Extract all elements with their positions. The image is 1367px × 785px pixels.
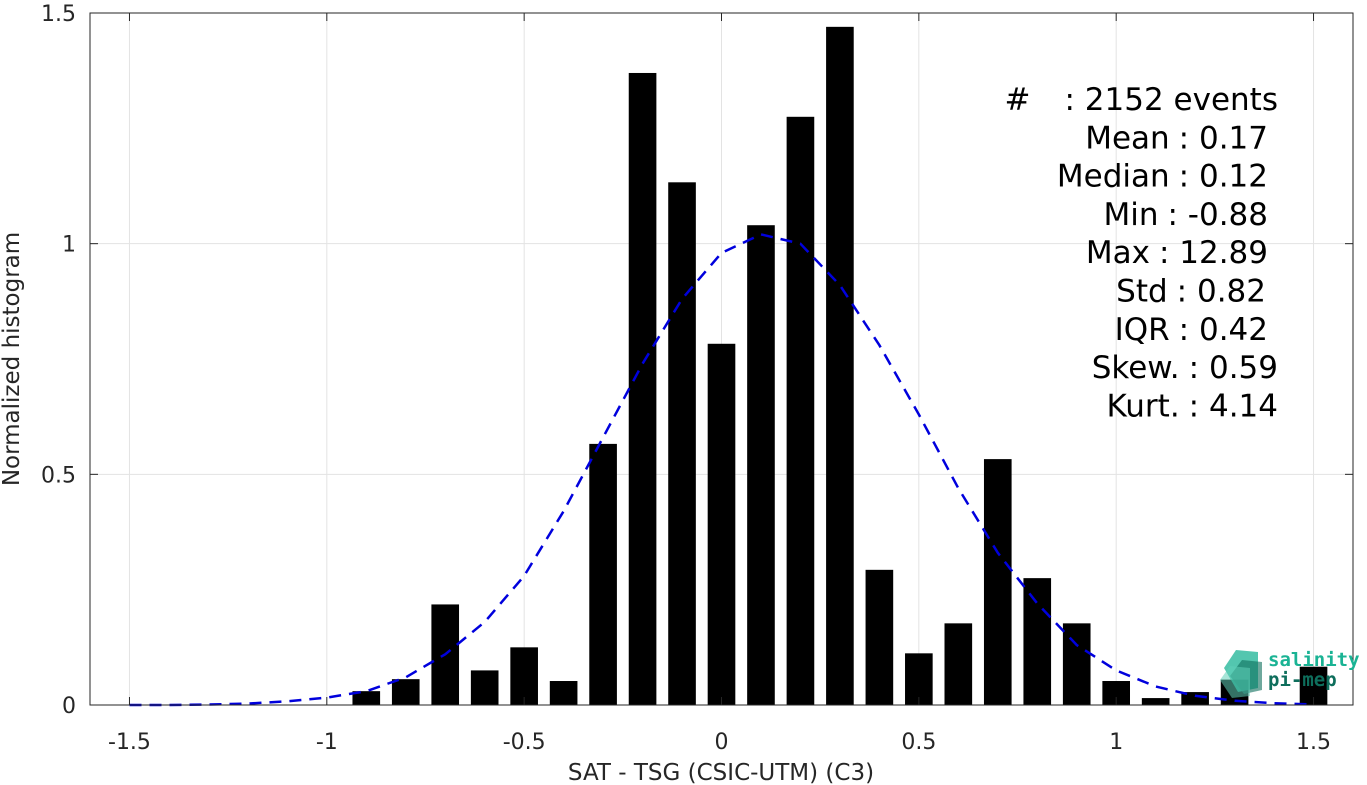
x-tick-label: 0 [715,730,729,755]
y-tick-label: 0 [62,694,76,719]
y-tick-labels: 0 0.5 1 1.5 [41,2,76,719]
logo-line2: pi-mep [1268,669,1337,691]
stat-value: : 0.82 [1177,274,1266,310]
stat-label: # [1005,82,1031,118]
x-axis-label: SAT - TSG (CSIC-UTM) (C3) [568,760,874,785]
stat-value: : 2152 events [1065,82,1279,118]
histogram-bar [1141,698,1170,705]
histogram-bar [944,623,973,705]
x-tick-labels: -1.5 -1 -0.5 0 0.5 1 1.5 [108,730,1331,755]
salinity-pi-mep-logo: salinity pi-mep [1220,649,1360,698]
histogram-bar [707,343,736,705]
x-tick-label: -1 [316,730,338,755]
histogram-bar [865,569,894,705]
stat-value: : 4.14 [1189,388,1278,424]
stat-value: : 0.42 [1179,312,1268,348]
histogram-bars [352,26,1328,706]
histogram-bar [1023,578,1052,705]
histogram-bar [470,670,499,705]
stat-label: Std [1116,274,1168,310]
axis-ticks [90,12,1353,706]
stat-label: IQR [1115,312,1170,348]
x-tick-label: -1.5 [108,730,151,755]
stat-value: : 0.59 [1189,350,1278,386]
stat-label: Skew. [1092,350,1180,386]
histogram-bar [747,225,775,706]
logo-line1: salinity [1268,649,1360,671]
stat-label: Mean [1085,120,1169,156]
histogram-bar [589,443,617,705]
histogram-bar [983,459,1012,705]
stat-value: : 0.12 [1179,159,1268,195]
stat-value: : -0.88 [1167,197,1268,233]
x-tick-label: 0.5 [901,730,936,755]
histogram-bar [628,72,657,706]
histogram-bar [905,653,933,705]
x-tick-label: -0.5 [503,730,546,755]
stat-value: : 12.89 [1159,235,1268,271]
stat-value: : 0.17 [1179,120,1268,156]
y-tick-label: 0.5 [41,463,76,488]
stat-label: Kurt. [1106,388,1179,424]
histogram-bar [352,691,381,705]
histogram-bar [1062,623,1091,705]
histogram-bar [1181,692,1209,705]
histogram-bar [668,182,696,705]
histogram-bar [1102,681,1131,705]
y-tick-label: 1 [62,233,76,258]
stat-label: Max [1086,235,1150,271]
x-tick-label: 1 [1109,730,1123,755]
stat-label: Min [1103,197,1158,233]
logo-mark-icon [1220,650,1262,698]
histogram-bar [826,26,854,705]
histogram-bar [786,116,815,706]
x-tick-label: 1.5 [1296,730,1331,755]
histogram-bar [510,647,538,705]
histogram-bar [391,679,420,705]
y-axis-label: Normalized histogram [0,232,25,486]
y-tick-label: 1.5 [41,2,76,27]
stat-label: Median [1057,159,1170,195]
histogram-bar [549,681,578,705]
